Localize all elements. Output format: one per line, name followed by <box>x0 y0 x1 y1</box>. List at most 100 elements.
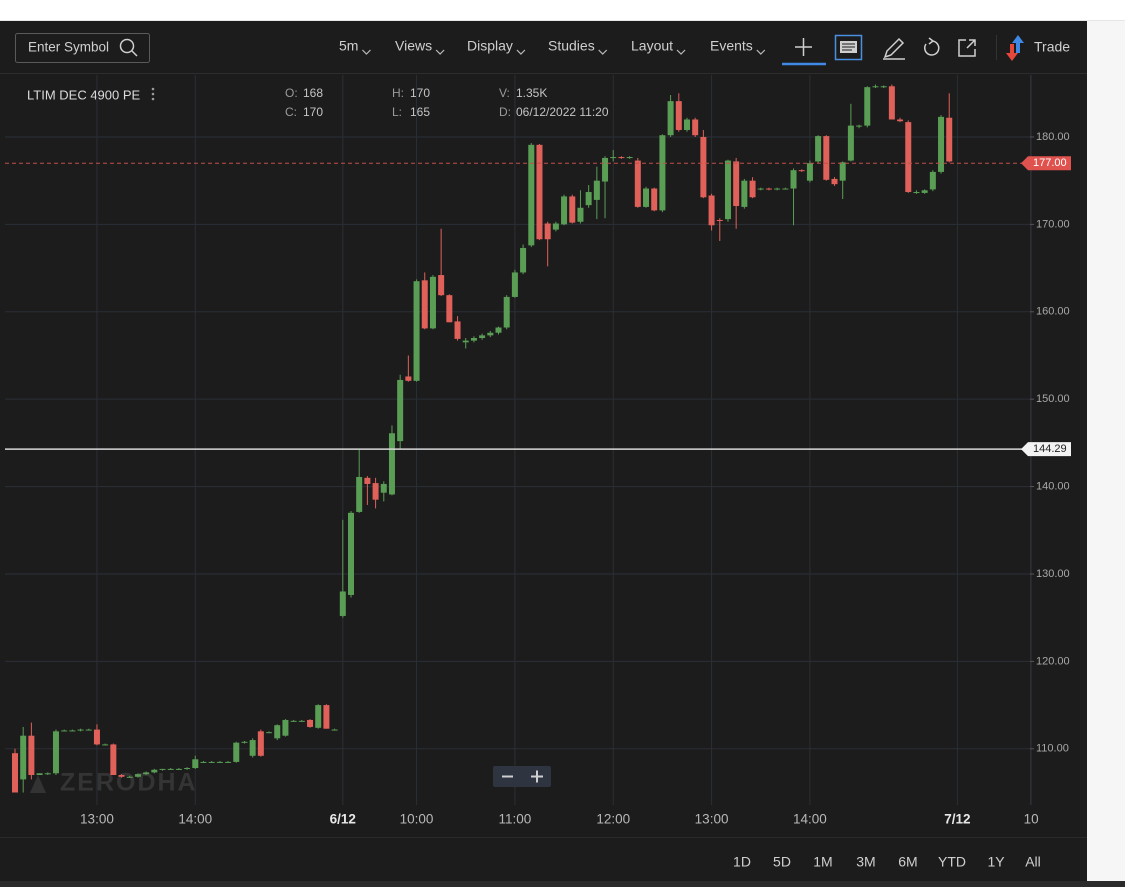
candle-body <box>864 87 871 126</box>
x-tick-label: 6/12 <box>330 812 356 827</box>
candle-body <box>241 741 248 743</box>
range-button[interactable]: 1Y <box>987 854 1005 870</box>
range-button[interactable]: 5D <box>773 854 791 870</box>
menu-item[interactable]: 5m <box>339 38 358 54</box>
popout-icon[interactable] <box>958 39 976 57</box>
zoom-control[interactable] <box>493 766 551 787</box>
axes: 110.00 120.00 130.00 140.00 150.00 160.00 170.… <box>80 131 1071 827</box>
candle-body <box>364 477 371 484</box>
x-tick-label: 13:00 <box>80 812 114 827</box>
candle-body <box>634 160 641 207</box>
candle-body <box>323 705 330 729</box>
menu-item[interactable]: Display <box>467 38 513 54</box>
y-tick-label: 140.00 <box>1036 480 1070 492</box>
candle-body <box>429 276 436 329</box>
candle-body <box>388 433 395 495</box>
candle-body <box>208 761 215 763</box>
candle-body <box>421 280 428 329</box>
info-value: 165 <box>410 105 430 119</box>
candle-body <box>52 731 59 774</box>
candle-body <box>938 116 945 172</box>
info-label: V: <box>499 86 510 100</box>
range-button[interactable]: All <box>1025 854 1041 870</box>
candle-body <box>192 759 199 769</box>
candle-body <box>93 729 100 745</box>
candle-body <box>708 195 715 226</box>
candle-body <box>225 761 232 763</box>
last-price-tag <box>1021 156 1071 171</box>
candle-body <box>249 740 256 756</box>
info-value: 06/12/2022 11:20 <box>516 105 609 119</box>
candle-body <box>585 192 592 206</box>
candle-body <box>118 775 125 777</box>
candle-body <box>405 376 412 381</box>
candle-body <box>577 207 584 222</box>
info-label: D: <box>499 105 511 119</box>
y-tick-label: 120.00 <box>1036 655 1070 667</box>
menu-chevron <box>362 49 371 55</box>
range-button[interactable]: YTD <box>938 854 966 870</box>
menu-item[interactable]: Events <box>710 38 753 54</box>
symbol-search[interactable] <box>15 33 150 63</box>
menu-item[interactable]: Layout <box>631 38 673 54</box>
range-button[interactable]: 1M <box>813 854 832 870</box>
crosshair-icon[interactable] <box>795 38 812 56</box>
info-value: 170 <box>410 86 430 100</box>
crosshair-tag <box>1021 442 1071 457</box>
candle-body <box>856 125 863 127</box>
news-icon[interactable] <box>834 34 863 61</box>
candle-body <box>372 483 379 500</box>
candle-body <box>741 180 748 207</box>
candle-body <box>790 170 797 189</box>
symbol-name: LTIM DEC 4900 PE <box>27 87 141 102</box>
reset-icon[interactable] <box>924 37 940 56</box>
candle-body <box>667 101 674 136</box>
candle-body <box>282 719 289 736</box>
candle-body <box>774 188 781 190</box>
grid <box>5 75 1032 805</box>
y-tick-label: 170.00 <box>1036 218 1070 230</box>
candle-body <box>839 162 846 181</box>
search-icon <box>119 38 138 57</box>
candle-body <box>847 125 854 161</box>
side-panel <box>1087 21 1125 883</box>
range-button[interactable]: 6M <box>898 854 917 870</box>
candle-body <box>700 136 707 198</box>
x-tick-label: 10:00 <box>400 812 434 827</box>
candle-body <box>126 776 133 778</box>
watermark: ZERODHA <box>60 769 198 797</box>
candle-body <box>462 340 469 343</box>
range-button[interactable]: 1D <box>733 854 751 870</box>
candle-body <box>659 135 666 211</box>
menu-item[interactable]: Views <box>395 38 432 54</box>
candle-body <box>749 180 756 198</box>
x-tick-label: 14:00 <box>793 812 827 827</box>
candle-body <box>298 720 305 722</box>
y-tick-label: 160.00 <box>1036 306 1070 318</box>
menu-item[interactable]: Studies <box>548 38 595 54</box>
candle-body <box>733 161 740 207</box>
symbol-menu[interactable] <box>151 87 155 101</box>
candle-body <box>184 768 191 770</box>
candle-body <box>544 223 551 240</box>
candle-body <box>716 220 723 222</box>
candle-body <box>880 86 887 88</box>
range-button[interactable]: 3M <box>856 854 875 870</box>
trade-button[interactable]: Trade <box>1034 39 1070 55</box>
candle-body <box>347 512 354 595</box>
candle-body <box>290 720 297 722</box>
bottom-edge <box>0 881 1125 887</box>
candle-body <box>44 773 51 775</box>
plot-area <box>5 84 1030 793</box>
candle-body <box>724 160 731 220</box>
x-tick-label: 10 <box>1024 812 1039 827</box>
candle-body <box>356 476 363 512</box>
watermark-logo <box>30 775 46 793</box>
candle-body <box>929 171 936 190</box>
candle-body <box>921 190 928 193</box>
x-tick-label: 12:00 <box>596 812 630 827</box>
range-bar: 1D 5D 1M 3M 6M YTD 1Y All <box>733 854 1041 870</box>
draw-icon[interactable] <box>883 37 905 60</box>
candle-body <box>397 379 404 442</box>
trade-icon[interactable] <box>1006 35 1024 61</box>
